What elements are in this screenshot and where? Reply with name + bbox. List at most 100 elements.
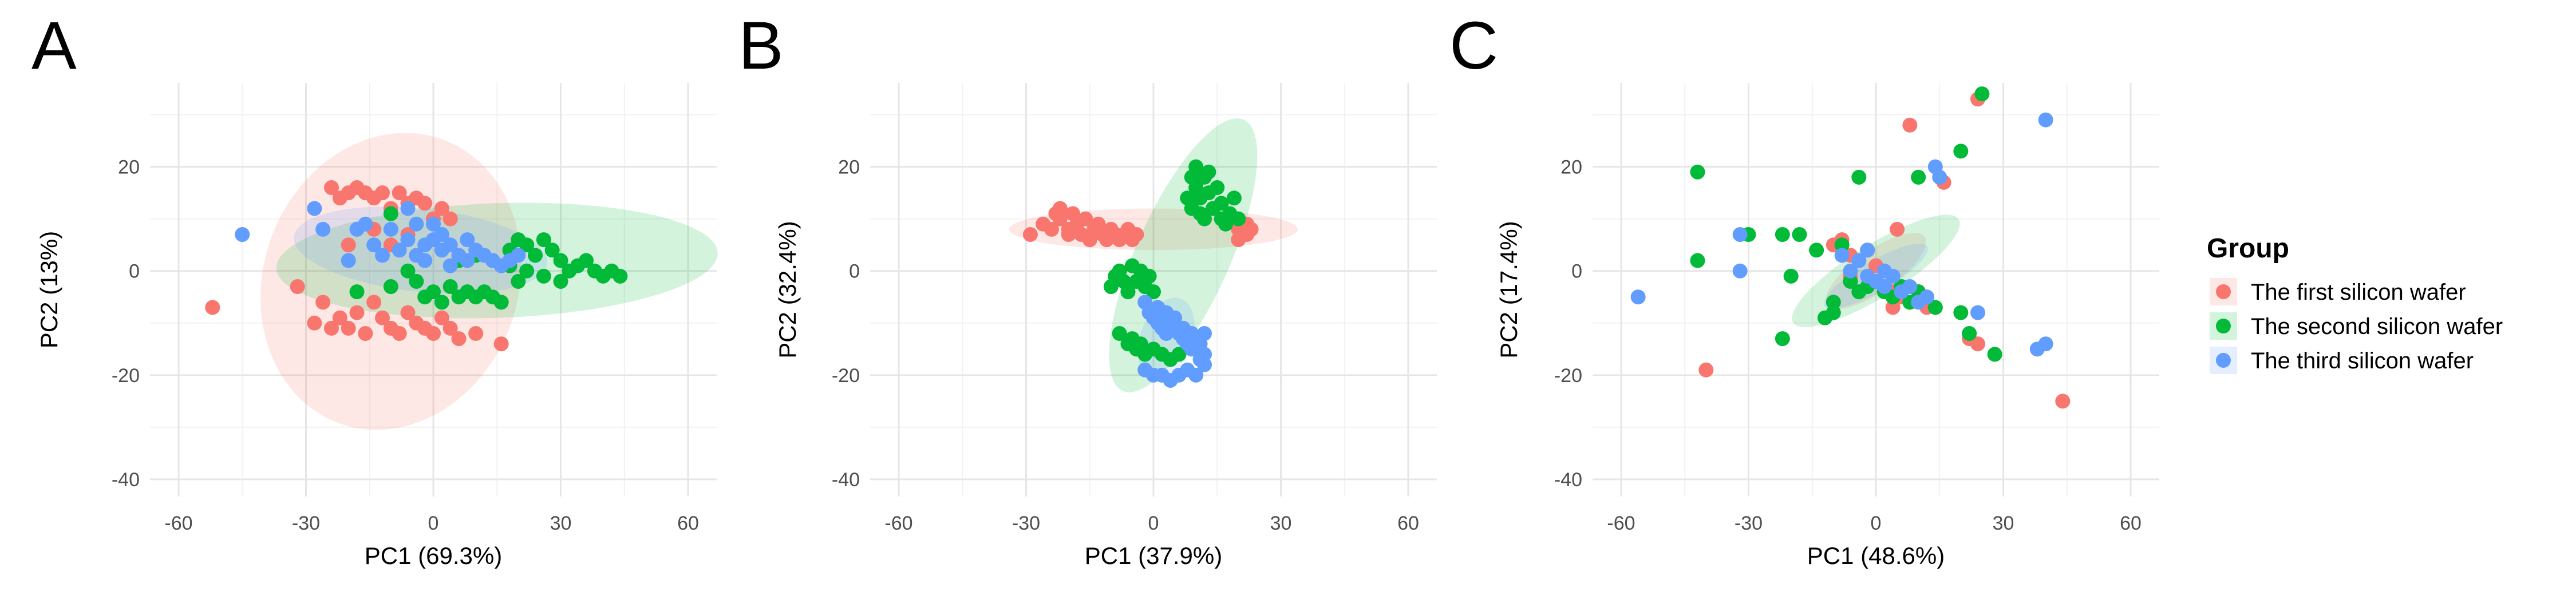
data-point <box>375 185 390 201</box>
data-point <box>1851 253 1867 268</box>
data-point <box>1120 284 1136 300</box>
data-point <box>1902 117 1918 133</box>
data-point <box>442 320 458 336</box>
x-tick-label: -30 <box>1012 512 1040 534</box>
data-point <box>1690 164 1705 180</box>
x-tick-label: 0 <box>1148 512 1159 534</box>
data-point <box>400 305 416 320</box>
data-point <box>1197 326 1212 341</box>
data-point <box>460 253 475 268</box>
data-point <box>366 237 382 253</box>
data-point <box>1834 237 1850 253</box>
data-point <box>1970 305 1985 320</box>
data-point <box>536 268 551 284</box>
data-point <box>442 211 458 227</box>
data-point <box>315 221 331 237</box>
legend-key-marker <box>2216 284 2231 299</box>
data-point <box>400 263 416 279</box>
data-point <box>1987 347 2002 362</box>
x-tick-label: 0 <box>428 512 439 534</box>
y-axis-title: PC2 (17.4%) <box>1495 221 1522 358</box>
y-axis-title: PC2 (32.4%) <box>774 221 801 358</box>
data-point <box>442 258 458 273</box>
data-point <box>1809 243 1824 258</box>
y-tick-label: -20 <box>112 365 140 387</box>
data-point <box>1188 159 1204 174</box>
data-point <box>1630 289 1646 305</box>
data-point <box>1902 279 1918 295</box>
data-point <box>493 295 509 310</box>
data-point <box>1876 263 1892 279</box>
data-point <box>434 201 449 216</box>
data-point <box>349 284 365 300</box>
data-point <box>519 237 535 253</box>
data-point <box>1078 211 1093 227</box>
panel-label: A <box>31 8 77 84</box>
y-tick-label: -20 <box>832 365 860 387</box>
y-tick-label: -40 <box>832 469 860 491</box>
data-point <box>383 221 398 237</box>
x-tick-label: 0 <box>1871 512 1882 534</box>
x-tick-label: 60 <box>677 512 699 534</box>
data-point <box>442 279 458 295</box>
y-tick-label: 0 <box>129 261 140 283</box>
data-point <box>332 310 347 325</box>
data-point <box>235 227 250 242</box>
data-point <box>434 227 449 242</box>
data-point <box>392 326 407 341</box>
data-point <box>519 263 535 279</box>
data-point <box>1927 300 1943 315</box>
data-point <box>1775 331 1790 347</box>
data-point <box>341 320 356 336</box>
x-tick-label: 30 <box>1993 512 2014 534</box>
data-point <box>1146 284 1161 300</box>
y-axis-title: PC2 (13%) <box>35 231 62 348</box>
data-point <box>511 248 526 263</box>
data-point <box>553 273 568 289</box>
data-point <box>400 232 416 248</box>
data-point <box>442 237 458 253</box>
y-tick-label: 20 <box>838 157 860 178</box>
x-tick-label: 60 <box>2120 512 2142 534</box>
data-point <box>2038 112 2053 128</box>
data-point <box>205 300 220 315</box>
y-tick-label: -20 <box>1554 365 1582 387</box>
data-point <box>1226 190 1242 206</box>
data-point <box>1044 221 1059 237</box>
data-point <box>468 326 484 341</box>
data-point <box>1141 268 1157 284</box>
x-tick-label: -60 <box>884 512 912 534</box>
data-point <box>613 268 628 284</box>
data-point <box>1022 227 1038 242</box>
data-point <box>1932 169 1947 185</box>
data-point <box>1188 367 1204 383</box>
data-point <box>1184 326 1199 341</box>
legend-item-label: The second silicon wafer <box>2251 314 2503 339</box>
panel-label: B <box>738 8 784 84</box>
data-point <box>1885 300 1901 315</box>
data-point <box>383 206 398 221</box>
data-point <box>324 180 339 196</box>
data-point <box>1210 180 1225 196</box>
data-point <box>493 336 509 352</box>
data-point <box>1192 206 1208 221</box>
data-point <box>1690 253 1705 268</box>
data-point <box>392 185 407 201</box>
x-axis-title: PC1 (69.3%) <box>365 542 502 569</box>
panel-B: -60 -30 0 30 60 -40 -20 0 20 PC1 (37.9%) PC2 (32.4… <box>738 8 1437 569</box>
data-point <box>460 232 475 248</box>
legend: Group The first silicon wafer The second s… <box>2207 233 2503 374</box>
data-point <box>528 248 543 263</box>
data-point <box>392 243 407 258</box>
data-point <box>434 310 449 325</box>
data-point <box>1201 164 1216 180</box>
data-point <box>1953 144 1969 159</box>
data-point <box>341 253 356 268</box>
data-point <box>307 315 322 331</box>
y-tick-label: 0 <box>849 261 860 283</box>
legend-title: Group <box>2207 233 2289 264</box>
data-point <box>1843 273 1858 289</box>
data-point <box>2055 394 2071 409</box>
data-point <box>1876 279 1892 295</box>
